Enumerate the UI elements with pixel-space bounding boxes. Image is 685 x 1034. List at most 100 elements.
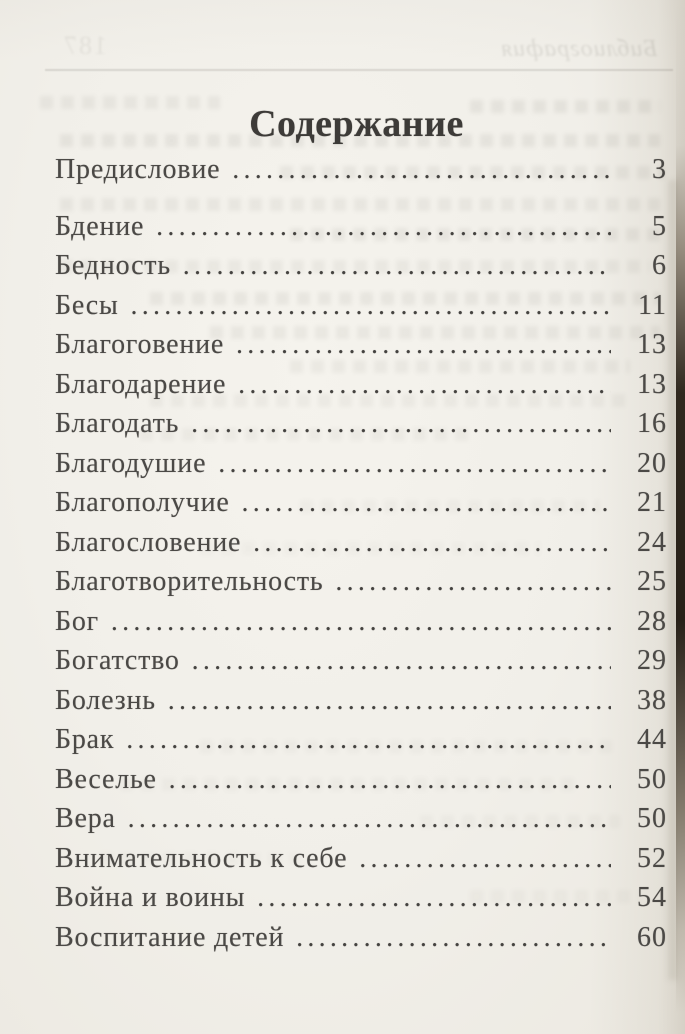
toc-leader-dots: ........................................… — [296, 921, 611, 952]
bleedthrough-header-rule — [45, 69, 673, 71]
toc-page-number: 38 — [637, 684, 667, 716]
toc-entry: Предисловие.............................… — [55, 150, 667, 190]
bleedthrough-artifact — [200, 740, 620, 753]
bleedthrough-artifact — [280, 166, 665, 179]
toc-entry: Бедность................................… — [55, 246, 667, 286]
toc-entry: Брак....................................… — [55, 720, 667, 760]
toc-entry-label: Воспитание детей — [55, 921, 285, 953]
toc-leader-dots: ........................................… — [232, 154, 611, 184]
bleedthrough-artifact — [210, 326, 660, 339]
bleedthrough-artifact — [100, 852, 300, 865]
toc-page-number: 54 — [637, 882, 667, 913]
bleedthrough-artifact — [420, 815, 620, 828]
toc-entry-label: Благодарение — [55, 368, 227, 400]
toc-entry: Война и воины...........................… — [55, 878, 667, 918]
toc-entry-label: Благополучие — [55, 487, 230, 518]
toc-entry-label: Бесы — [55, 289, 119, 321]
toc-page-number: 52 — [637, 842, 667, 874]
toc-leader-dots: ........................................… — [126, 724, 611, 754]
bleedthrough-artifact — [470, 890, 640, 903]
toc-entry-label: Бог — [55, 605, 99, 637]
toc-entry-label: Благодать — [55, 408, 180, 439]
toc-page-number: 50 — [637, 763, 667, 795]
toc-entry: Бесы....................................… — [55, 286, 667, 326]
toc-entry-label: Благоговение — [55, 329, 225, 360]
toc-page-number: 3 — [652, 154, 667, 185]
toc-page-number: 16 — [637, 408, 667, 439]
toc-leader-dots: ........................................… — [191, 645, 611, 675]
toc-leader-dots: ........................................… — [253, 526, 611, 557]
toc-page-number: 24 — [637, 526, 667, 558]
toc-leader-dots: ........................................… — [191, 408, 611, 438]
toc-entry-label: Благодушие — [55, 447, 207, 479]
bleedthrough-artifact — [60, 260, 650, 273]
toc-entry-label: Предисловие — [55, 154, 221, 185]
bleedthrough-artifact — [290, 360, 630, 373]
toc-leader-dots: ........................................… — [257, 882, 611, 912]
toc-entry-label: Богатство — [55, 645, 180, 676]
toc-page-number: 11 — [638, 289, 667, 321]
toc-page-number: 5 — [652, 210, 667, 242]
toc-entry: Благополучие............................… — [55, 483, 667, 523]
bleedthrough-artifact — [60, 134, 660, 147]
bleedthrough-artifact — [140, 428, 470, 441]
toc-page-number: 13 — [637, 329, 667, 360]
bleedthrough-artifact — [150, 394, 630, 407]
toc-leader-dots: ........................................… — [241, 487, 611, 517]
toc-leader-dots: ........................................… — [156, 210, 611, 241]
toc-leader-dots: ........................................… — [182, 250, 611, 280]
toc-entry: Благоговение............................… — [55, 325, 667, 365]
toc-leader-dots: ........................................… — [110, 605, 611, 636]
toc-entry: Внимательность к себе...................… — [55, 839, 667, 879]
toc-entry: Вера....................................… — [55, 799, 667, 839]
toc-entry: Благословение...........................… — [55, 523, 667, 563]
toc-entry-label: Благотворительность — [55, 566, 324, 597]
bleedthrough-artifact — [150, 292, 660, 305]
toc-page-number: 21 — [637, 487, 667, 518]
toc-list: Предисловие.............................… — [55, 150, 667, 957]
scan-edge-shadow — [676, 0, 685, 1034]
toc-leader-dots: ........................................… — [167, 684, 611, 715]
toc-entry: Благодать...............................… — [55, 404, 667, 444]
toc-leader-dots: ........................................… — [335, 566, 612, 596]
toc-leader-dots: ........................................… — [218, 447, 611, 478]
toc-page-number: 20 — [637, 447, 667, 479]
toc-entry-label: Болезнь — [55, 684, 156, 716]
bleedthrough-artifact — [200, 542, 540, 555]
toc-entry-label: Бедность — [55, 250, 171, 281]
bleedthrough-artifact — [300, 500, 600, 513]
bleedthrough-artifact — [40, 96, 220, 109]
toc-leader-dots: ........................................… — [127, 803, 611, 833]
toc-page-number: 29 — [637, 645, 667, 676]
toc-leader-dots: ........................................… — [359, 842, 611, 873]
toc-entry-label: Брак — [55, 724, 115, 755]
toc-leader-dots: ........................................… — [238, 368, 611, 399]
toc-entry-label: Бдение — [55, 210, 145, 242]
toc-page-number: 28 — [637, 605, 667, 637]
toc-page-number: 13 — [637, 368, 667, 400]
toc-entry-label: Внимательность к себе — [55, 842, 348, 874]
toc-entry: Благотворительность.....................… — [55, 562, 667, 602]
toc-entry: Благодарение............................… — [55, 365, 667, 405]
toc-page-number: 6 — [652, 250, 667, 281]
toc-leader-dots: ........................................… — [236, 329, 611, 359]
toc-page-number: 44 — [637, 724, 667, 755]
toc-entry: Веселье.................................… — [55, 760, 667, 800]
toc-entry: Благодушие..............................… — [55, 444, 667, 484]
bleedthrough-artifact — [120, 778, 580, 791]
toc-entry: Болезнь.................................… — [55, 681, 667, 721]
bleedthrough-artifact — [290, 228, 665, 241]
toc-page-number: 50 — [637, 803, 667, 834]
toc-entry: Бог.....................................… — [55, 602, 667, 642]
toc-entry: Воспитание детей........................… — [55, 918, 667, 958]
toc-entry-label: Война и воины — [55, 882, 246, 913]
bleedthrough-artifact — [60, 198, 660, 211]
toc-page-number: 25 — [637, 566, 667, 597]
toc-entry-label: Благословение — [55, 526, 242, 558]
toc-entry-label: Веселье — [55, 763, 157, 795]
toc-entry: Богатство...............................… — [55, 641, 667, 681]
toc-entry: Бдение..................................… — [55, 207, 667, 247]
toc-leader-dots: ........................................… — [168, 763, 611, 794]
toc-page-number: 60 — [637, 921, 667, 953]
